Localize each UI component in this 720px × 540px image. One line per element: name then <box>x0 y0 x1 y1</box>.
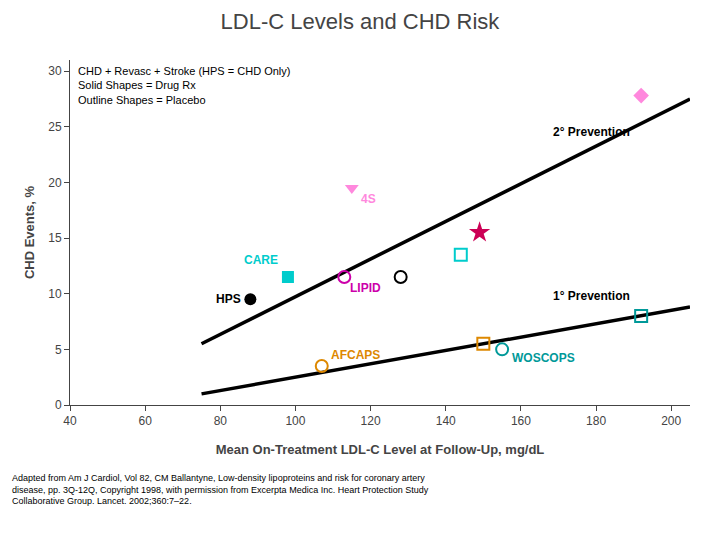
svg-text:LIPID: LIPID <box>350 281 381 295</box>
svg-text:CARE: CARE <box>244 253 278 267</box>
svg-text:160: 160 <box>511 414 531 428</box>
svg-text:80: 80 <box>214 414 228 428</box>
svg-text:1° Prevention: 1° Prevention <box>553 289 630 303</box>
svg-text:WOSCOPS: WOSCOPS <box>512 351 575 365</box>
svg-text:30: 30 <box>48 64 62 78</box>
svg-text:20: 20 <box>48 176 62 190</box>
svg-text:15: 15 <box>48 231 62 245</box>
svg-text:40: 40 <box>63 414 77 428</box>
svg-text:5: 5 <box>55 343 62 357</box>
svg-text:HPS: HPS <box>216 292 241 306</box>
svg-text:AFCAPS: AFCAPS <box>331 348 380 362</box>
svg-text:Mean On-Treatment LDL-C Level: Mean On-Treatment LDL-C Level at Follow-… <box>216 442 545 457</box>
svg-text:200: 200 <box>661 414 681 428</box>
svg-text:180: 180 <box>586 414 606 428</box>
svg-text:4S: 4S <box>361 192 376 206</box>
svg-text:120: 120 <box>361 414 381 428</box>
svg-text:LDL-C Levels and CHD Risk: LDL-C Levels and CHD Risk <box>221 9 501 34</box>
svg-text:25: 25 <box>48 120 62 134</box>
svg-text:2° Prevention: 2° Prevention <box>553 125 630 139</box>
svg-text:10: 10 <box>48 287 62 301</box>
svg-text:Adapted from Am J Cardiol, Vol: Adapted from Am J Cardiol, Vol 82, CM Ba… <box>12 473 429 506</box>
svg-text:CHD + Revasc + Stroke (HPS = C: CHD + Revasc + Stroke (HPS = CHD Only)So… <box>78 65 290 106</box>
svg-text:0: 0 <box>55 398 62 412</box>
svg-text:CHD Events, %: CHD Events, % <box>22 185 37 279</box>
svg-text:140: 140 <box>436 414 456 428</box>
svg-text:60: 60 <box>138 414 152 428</box>
svg-text:100: 100 <box>285 414 305 428</box>
